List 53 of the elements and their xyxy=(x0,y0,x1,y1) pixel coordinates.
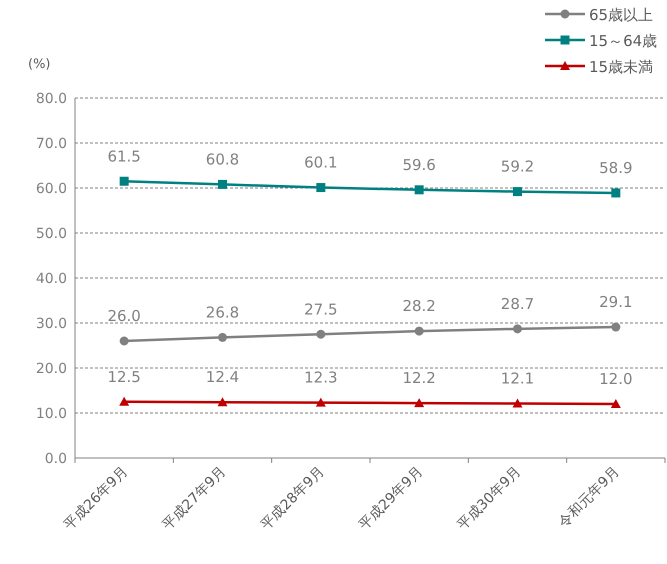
point xyxy=(218,332,227,342)
legend-label: 15～64歳 xyxy=(589,32,658,50)
point xyxy=(218,180,227,189)
data-label: 60.8 xyxy=(206,150,240,168)
data-label: 61.5 xyxy=(107,147,141,166)
y-tick-label: 50.0 xyxy=(36,226,67,242)
point xyxy=(513,187,522,196)
data-label: 26.8 xyxy=(206,303,240,322)
point xyxy=(316,183,326,192)
y-tick-label: 40.0 xyxy=(36,271,67,287)
x-tick-label: 平成28年9月 xyxy=(258,464,328,534)
data-label: 12.5 xyxy=(107,368,141,386)
y-tick-label: 60.0 xyxy=(36,181,67,197)
y-tick-label: 80.0 xyxy=(36,91,67,107)
data-label: 59.6 xyxy=(402,156,436,174)
y-tick-label: 20.0 xyxy=(36,361,67,377)
point xyxy=(611,322,620,332)
point xyxy=(512,398,522,408)
data-label: 59.2 xyxy=(500,158,534,176)
data-label: 58.9 xyxy=(599,158,633,177)
y-axis-title: (%) xyxy=(28,57,50,72)
point xyxy=(414,185,424,194)
point xyxy=(119,396,130,406)
point xyxy=(610,399,621,408)
point xyxy=(120,336,129,346)
point xyxy=(611,188,620,198)
point xyxy=(513,324,522,334)
data-label: 28.7 xyxy=(500,294,534,313)
data-label: 26.0 xyxy=(107,307,141,325)
legend-label: 65歳以上 xyxy=(589,6,654,24)
x-tick-label: 平成29年9月 xyxy=(356,464,426,534)
point xyxy=(316,398,326,407)
data-label: 27.5 xyxy=(304,300,338,318)
point xyxy=(414,398,424,408)
data-label: 12.4 xyxy=(206,368,240,386)
x-tick-label: 平成27年9月 xyxy=(160,464,230,534)
data-label: 12.1 xyxy=(500,370,534,388)
point xyxy=(218,397,228,406)
y-tick-label: 10.0 xyxy=(36,406,67,422)
x-tick-label: 平成30年9月 xyxy=(454,464,524,534)
x-tick-label: 令和元年9月 xyxy=(556,464,623,531)
data-label: 60.1 xyxy=(304,154,338,172)
point xyxy=(120,176,129,186)
point xyxy=(316,330,326,339)
data-label: 12.2 xyxy=(402,369,436,388)
legend-label: 15歳未満 xyxy=(589,58,654,76)
y-tick-label: 30.0 xyxy=(36,316,67,332)
data-label: 12.3 xyxy=(304,368,338,387)
y-tick-label: 70.0 xyxy=(36,136,67,152)
data-label: 12.0 xyxy=(599,370,633,388)
point xyxy=(414,326,424,336)
data-label: 29.1 xyxy=(599,293,633,312)
data-label: 28.2 xyxy=(402,297,436,316)
